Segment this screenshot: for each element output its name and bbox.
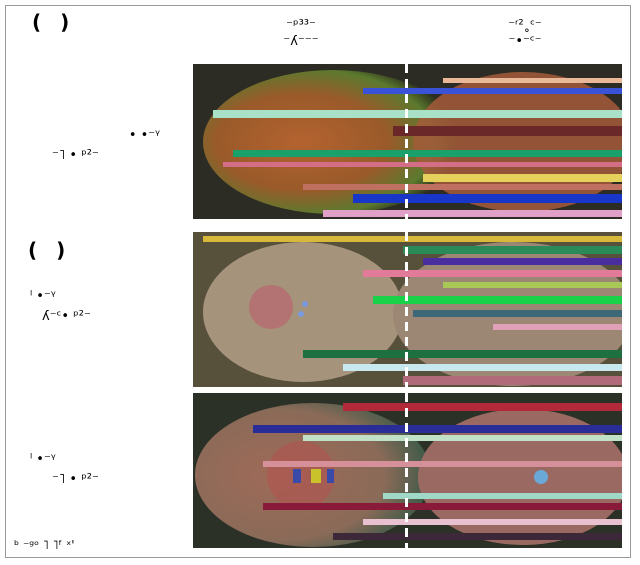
row-label-1-line2: ⁻˥ • ᵖ²⁻ bbox=[52, 147, 99, 163]
column-header-right: ⁻ʳ²˳ᶜ⁻ ⁻•⁻ᶜ⁻ bbox=[460, 18, 590, 51]
row-label-2-line2: ʎ⁻ᶜ• ᵖ²⁻ bbox=[42, 308, 91, 324]
row-label-3-line2: ⁻˥ • ᵖ²⁻ bbox=[52, 471, 99, 487]
figure-footnote: ᵇ ⁻ᵍᵒ ˥ ˥ᶠ ˣ' bbox=[14, 538, 75, 552]
panel-label-a: ( ) bbox=[32, 10, 76, 34]
column-header-left: ⁻ᵖ³³⁻ ⁻ʎ⁻⁻⁻ bbox=[236, 18, 366, 51]
row-label-2-line1: ˡ •⁻ᵞ bbox=[30, 289, 56, 304]
column-header-right-line1: ⁻ʳ²˳ᶜ⁻ bbox=[508, 18, 542, 33]
column-header-right-line2: ⁻•⁻ᶜ⁻ bbox=[508, 34, 542, 50]
micrograph-row1 bbox=[193, 64, 622, 219]
figure-frame bbox=[5, 5, 631, 558]
row-label-3-line1: ˡ •⁻ᵞ bbox=[30, 452, 56, 467]
row-label-3: ˡ •⁻ᵞ ⁻˥ • ᵖ²⁻ bbox=[30, 450, 160, 489]
row-label-2: ˡ •⁻ᵞ ʎ⁻ᶜ• ᵖ²⁻ bbox=[30, 287, 160, 326]
micrograph-row3 bbox=[193, 393, 622, 548]
column-header-left-line1: ⁻ᵖ³³⁻ bbox=[286, 18, 316, 33]
panel-label-b: ( ) bbox=[28, 238, 72, 262]
column-header-left-line2: ⁻ʎ⁻⁻⁻ bbox=[283, 34, 319, 50]
row-label-1-line1: • •⁻ᵞ bbox=[128, 128, 160, 143]
row-label-1: • •⁻ᵞ ⁻˥ • ᵖ²⁻ bbox=[30, 126, 160, 165]
micrograph-row2 bbox=[193, 232, 622, 387]
